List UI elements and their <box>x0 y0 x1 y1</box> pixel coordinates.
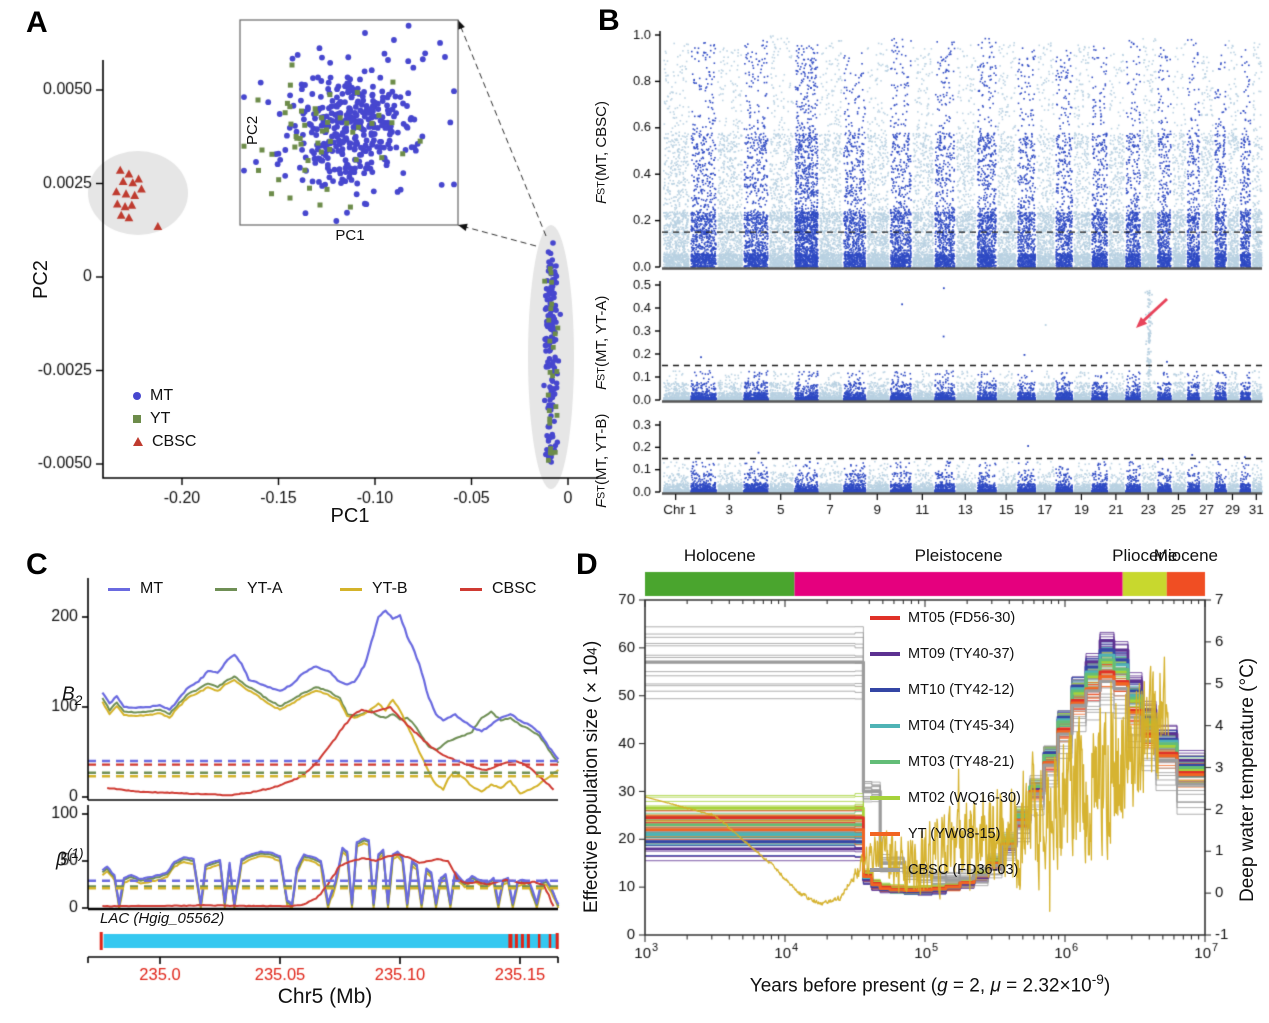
panel-label-d: D <box>576 548 598 581</box>
d-legend-label: CBSC (FD36-03) <box>908 862 1019 878</box>
d-legend-label: MT09 (TY40-37) <box>908 646 1015 662</box>
line-swatch-icon <box>870 724 900 728</box>
a-y-axis-title: PC2 <box>30 260 52 300</box>
panel-d-legend: MT05 (FD56-30) MT09 (TY40-37) MT10 (TY42-1… <box>870 600 1021 888</box>
d-legend-label: MT05 (FD56-30) <box>908 610 1016 626</box>
c-beta-axis-title: β(1) <box>56 846 84 871</box>
epoch-label-pliocene: Pliocene <box>1112 546 1178 565</box>
line-swatch-icon <box>340 587 362 591</box>
panel-label-b: B <box>598 4 620 37</box>
b-y-axis-title-3: F ST (MT, YT-B) <box>593 413 610 508</box>
d-x-axis-title: Years before present (g = 2, μ = 2.32×10… <box>749 972 1111 997</box>
a-legend-item-yt: YT <box>133 407 196 430</box>
b-y-axis-title-2: F ST (MT, YT-A) <box>593 295 610 391</box>
line-swatch-icon <box>870 760 900 764</box>
triangle-marker-icon <box>133 437 143 446</box>
a-legend-label: MT <box>150 386 174 404</box>
a-legend-label: CBSC <box>152 432 197 450</box>
d-legend-label: MT02 (WQ16-30) <box>908 790 1021 806</box>
d-legend-item: YT (YW08-15) <box>870 816 1021 852</box>
d-legend-item: CBSC (FD36-03) <box>870 852 1021 888</box>
circle-marker-icon <box>133 391 141 400</box>
d-legend-item: MT10 (TY42-12) <box>870 672 1021 708</box>
panel-a-legend: MT YT CBSC <box>133 384 196 453</box>
d-left-axis-title: Effective population size (×10 4) <box>581 640 602 914</box>
d-legend-item: MT03 (TY48-21) <box>870 744 1021 780</box>
c-legend-label: YT-A <box>247 580 283 597</box>
a-legend-item-cbsc: CBSC <box>133 430 196 453</box>
epoch-label-pleistocene: Pleistocene <box>914 546 1003 565</box>
epoch-label-miocene: Miocene <box>1153 546 1219 565</box>
c-legend-label: CBSC <box>492 580 537 597</box>
line-swatch-icon <box>870 616 900 620</box>
line-swatch-icon <box>870 796 900 800</box>
d-right-axis-title: Deep water temperature (°C) <box>1237 657 1258 903</box>
line-swatch-icon <box>870 832 900 836</box>
c-b2-axis-title: B2 <box>62 684 83 708</box>
epoch-label-holocene: Holocene <box>683 546 756 565</box>
a-legend-label: YT <box>150 409 171 427</box>
a-inset-y-title: PC2 <box>244 115 261 145</box>
line-swatch-icon <box>870 652 900 656</box>
a-x-axis-title: PC1 <box>330 505 370 527</box>
c-legend-item-yt-b: YT-B <box>340 580 408 598</box>
d-legend-item: MT02 (WQ16-30) <box>870 780 1021 816</box>
square-marker-icon <box>133 414 141 423</box>
line-swatch-icon <box>870 688 900 692</box>
c-legend-item-cbsc: CBSC <box>460 580 536 598</box>
d-legend-item: MT09 (TY40-37) <box>870 636 1021 672</box>
panel-label-a: A <box>26 6 48 39</box>
panel-label-c: C <box>26 548 48 581</box>
c-legend-label: YT-B <box>372 580 408 597</box>
a-legend-item-mt: MT <box>133 384 196 407</box>
a-inset-x-title: PC1 <box>335 227 365 244</box>
c-x-axis-title: Chr5 (Mb) <box>277 985 373 1008</box>
c-legend-item-yt-a: YT-A <box>215 580 283 598</box>
line-swatch-icon <box>215 587 237 591</box>
gene-label: LAC (Hgig_05562) <box>100 910 225 927</box>
c-legend-item-mt: MT <box>108 580 163 598</box>
d-legend-label: MT03 (TY48-21) <box>908 754 1015 770</box>
line-swatch-icon <box>460 587 482 591</box>
line-swatch-icon <box>870 868 900 872</box>
c-legend-label: MT <box>140 580 164 597</box>
line-swatch-icon <box>108 587 130 591</box>
d-legend-label: MT04 (TY45-34) <box>908 718 1015 734</box>
d-legend-label: MT10 (TY42-12) <box>908 682 1015 698</box>
d-legend-item: MT05 (FD56-30) <box>870 600 1021 636</box>
d-legend-item: MT04 (TY45-34) <box>870 708 1021 744</box>
panel-c-legend: MT YT-A YT-B CBSC <box>0 580 580 604</box>
d-legend-label: YT (YW08-15) <box>908 826 1001 842</box>
b-y-axis-title-1: F ST (MT, CBSC) <box>593 101 610 204</box>
